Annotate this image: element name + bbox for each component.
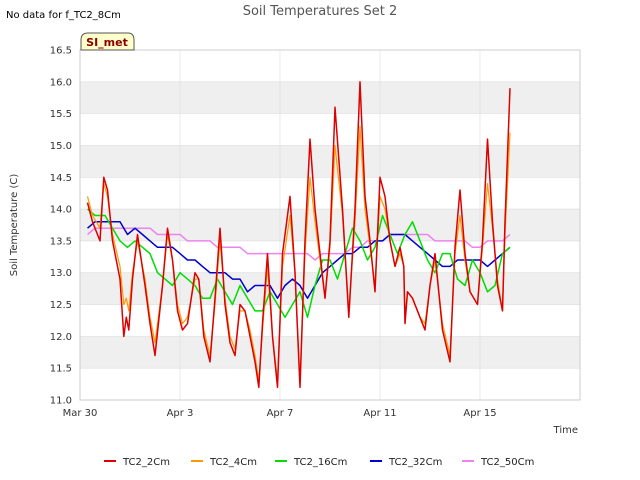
legend-entry: TC2_4Cm [191,457,257,468]
y-tick-label: 14.0 [50,205,72,216]
badge-label: SI_met [86,36,128,49]
plot-frame [79,49,581,401]
y-tick-label: 16.5 [50,46,72,57]
y-tick-label: 15.5 [50,109,72,120]
legend-entry: TC2_2Cm [104,457,170,468]
series-line-tc2-32cm [87,221,511,299]
x-axis-label: Time [553,425,578,436]
x-tick-label: Apr 11 [363,408,396,419]
chart-title: Soil Temperatures Set 2 [243,4,398,19]
x-axis-ticks: Mar 30 Apr 3 Apr 7 Apr 11 Apr 15 [63,408,497,419]
y-tick-label: 14.5 [50,173,72,184]
y-tick-label: 11.5 [50,364,72,375]
no-data-note: No data for f_TC2_8Cm [6,10,121,21]
x-tick-label: Mar 30 [63,408,98,419]
y-tick-label: 12.5 [50,300,72,311]
series-line-tc2-2cm [86,81,511,389]
legend-entry: TC2_50Cm [462,457,534,468]
legend-label: TC2_16Cm [293,457,347,468]
x-tick-label: Apr 15 [463,408,496,419]
y-axis-ticks: 11.0 11.5 12.0 12.5 13.0 13.5 14.0 14.5 15.0 15.5… [50,46,72,407]
x-tick-label: Apr 7 [267,408,294,419]
badge-box [80,32,135,51]
y-tick-label: 13.5 [50,236,72,247]
legend: TC2_2Cm TC2_4Cm TC2_16Cm TC2_32Cm TC2_50Cm [104,457,534,468]
x-tick-label: Apr 3 [167,408,194,419]
legend-entry: TC2_32Cm [370,457,442,468]
legend-entry: TC2_16Cm [275,457,347,468]
plot-band [80,272,580,305]
y-tick-label: 15.0 [50,141,72,152]
plot-band [80,145,580,178]
legend-label: TC2_50Cm [480,457,534,468]
y-tick-label: 12.0 [50,332,72,343]
series-layer [86,81,511,389]
y-tick-label: 16.0 [50,77,72,88]
legend-label: TC2_4Cm [209,457,257,468]
site-badge: SI_met [80,32,135,51]
plot-band [80,81,580,114]
series-line-tc2-16cm [87,208,511,319]
legend-label: TC2_2Cm [122,457,170,468]
y-tick-label: 13.0 [50,268,72,279]
series-line-tc2-50cm [87,227,511,261]
y-tick-label: 11.0 [50,396,72,407]
y-axis-label: Soil Temperature (C) [9,174,20,277]
legend-label: TC2_32Cm [388,457,442,468]
plot-band [80,336,580,369]
